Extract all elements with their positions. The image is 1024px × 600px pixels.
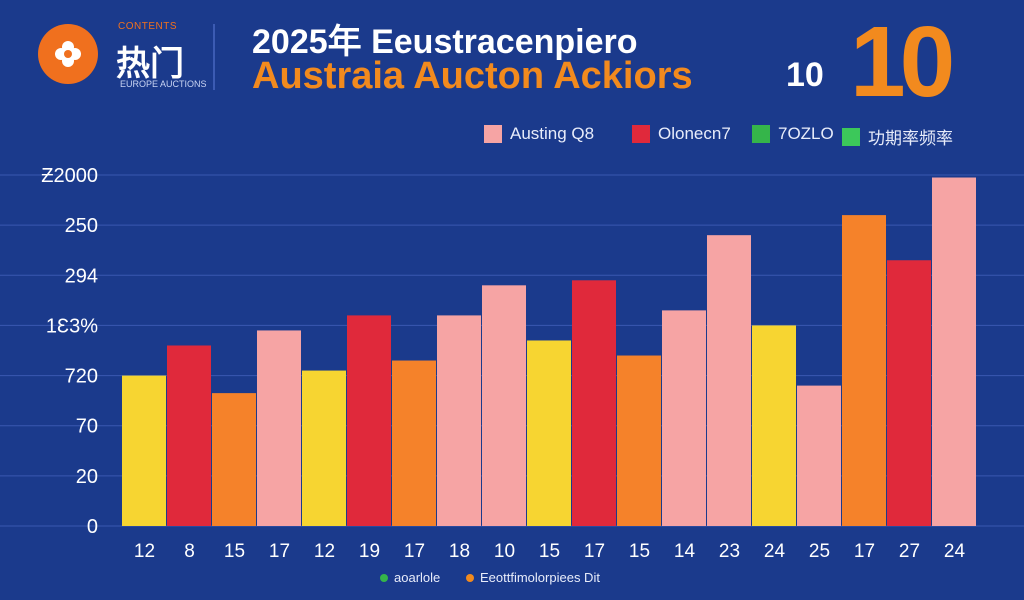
x-tick-label: 15	[539, 541, 560, 562]
y-tick-label: 294	[65, 265, 98, 287]
legend-item: 7OZLO	[752, 124, 834, 144]
bar	[437, 315, 481, 526]
brand-subtitle: EUROPE AUCTIONS	[120, 79, 207, 89]
bottom-legend: aoarlole Eeottfimolorpiees Dit	[0, 570, 1024, 588]
x-tick-label: 12	[134, 541, 155, 562]
bar	[392, 360, 436, 526]
chart-legend: Austing Q8 Olonecn7 7OZLO 功期率频率	[0, 124, 1024, 148]
x-axis-ticks: 12 8 15 17 12 19 17 18 10 15 17 15 14 23 24 25 17 27 24	[134, 541, 966, 562]
bar	[617, 355, 661, 526]
bar	[347, 315, 391, 526]
x-tick-label: 12	[314, 541, 335, 562]
bottom-legend-dot	[466, 573, 474, 582]
legend-label: Austing Q8	[510, 124, 595, 143]
header-divider	[213, 24, 215, 90]
bottom-legend-item: Eeottfimolorpiees Dit	[466, 570, 600, 585]
bar	[482, 285, 526, 526]
x-tick-label: 27	[899, 541, 920, 562]
bar	[932, 177, 976, 526]
x-tick-label: 15	[224, 541, 245, 562]
legend-label: 功期率频率	[868, 129, 953, 148]
bar	[527, 340, 571, 526]
x-tick-label: 18	[449, 541, 470, 562]
bar	[302, 370, 346, 526]
y-axis-ticks: 0 20 70 720 1Ɛ3% 294 250 Ƶ2000	[41, 165, 98, 538]
x-tick-label: 24	[764, 541, 786, 562]
bar	[572, 280, 616, 526]
x-tick-label: 17	[404, 541, 425, 562]
x-tick-label: 19	[359, 541, 380, 562]
chart-title-line1: 2025年 Eeustracenpiero	[252, 23, 638, 61]
big-number-badge: 10	[850, 6, 955, 118]
bar	[122, 375, 166, 526]
bar	[842, 215, 886, 526]
y-tick-label: 250	[65, 215, 98, 237]
bar	[797, 385, 841, 526]
bottom-legend-label: aoarlole	[394, 570, 441, 585]
bar	[257, 330, 301, 526]
bar	[212, 393, 256, 526]
legend-item: Austing Q8	[484, 124, 594, 144]
bar	[167, 345, 211, 526]
brand-name: 热门	[116, 45, 184, 83]
x-tick-label: 14	[674, 541, 696, 562]
bottom-legend-dot	[380, 573, 388, 582]
bar	[707, 235, 751, 526]
y-tick-label: Ƶ2000	[41, 165, 98, 187]
legend-swatch	[484, 125, 502, 143]
y-tick-label: 0	[87, 516, 98, 538]
x-tick-label: 15	[629, 541, 650, 562]
y-tick-label: 20	[76, 466, 98, 488]
y-tick-label: 720	[65, 366, 98, 388]
bottom-legend-label: Eeottfimolorpiees Dit	[480, 570, 600, 585]
bar	[887, 260, 931, 526]
x-tick-label: 25	[809, 541, 830, 562]
chart-title-number: 10	[786, 56, 824, 94]
legend-label: 7OZLO	[778, 124, 834, 143]
brand-tag: CONTENTS	[118, 21, 177, 32]
brand-logo	[38, 24, 98, 84]
legend-swatch	[752, 125, 770, 143]
x-tick-label: 10	[494, 541, 515, 562]
header: CONTENTS 热门 EUROPE AUCTIONS 2025年 Eeustr…	[0, 0, 1024, 118]
x-tick-label: 24	[944, 541, 966, 562]
bar-series	[122, 177, 976, 526]
legend-item: 功期率频率	[842, 124, 953, 149]
y-tick-label: 70	[76, 416, 98, 438]
x-tick-label: 23	[719, 541, 740, 562]
bar	[662, 310, 706, 526]
legend-swatch	[842, 127, 860, 146]
bottom-legend-item: aoarlole	[380, 570, 440, 585]
legend-item: Olonecn7	[632, 124, 731, 144]
legend-label: Olonecn7	[658, 124, 731, 143]
flower-icon	[55, 41, 81, 67]
bar	[752, 325, 796, 526]
legend-swatch	[632, 125, 650, 143]
y-tick-label: 1Ɛ3%	[46, 315, 98, 337]
x-tick-label: 17	[584, 541, 605, 562]
x-tick-label: 8	[184, 541, 195, 562]
chart-title-line2: Austraia Aucton Ackiors	[252, 55, 693, 97]
x-tick-label: 17	[269, 541, 290, 562]
x-tick-label: 17	[854, 541, 875, 562]
